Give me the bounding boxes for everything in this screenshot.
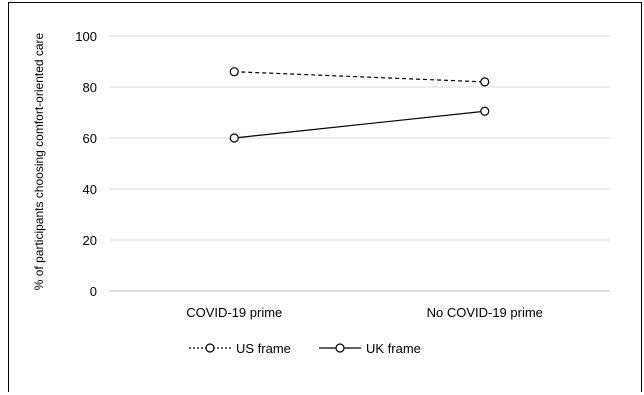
gridlines [109,35,610,292]
legend-label-0: US frame [236,341,291,356]
data-point-1-0 [229,133,239,143]
legend-marker-0 [205,343,215,353]
series-line-1 [234,110,485,139]
x-tick-label-0: COVID-19 prime [186,305,282,320]
x-tick-label-1: No COVID-19 prime [427,305,543,320]
y-axis-title: % of participants choosing comfort-orien… [32,32,46,290]
legend-marker-1 [335,343,345,353]
chart-frame: 0 20 40 60 80 100 COVID-19 prime No COVID-19 p… [8,2,642,392]
y-tick-label-60: 60 [83,131,97,146]
series-lines [229,67,490,143]
legend: US frame UK frame [189,341,421,356]
data-point-0-0 [229,67,239,77]
data-point-0-1 [480,77,490,87]
y-tick-label-40: 40 [83,182,97,197]
series-line-0 [234,71,485,83]
y-tick-label-0: 0 [90,284,97,299]
y-tick-label-100: 100 [75,29,97,44]
x-axis: COVID-19 prime No COVID-19 prime [186,305,543,320]
data-point-1-1 [480,106,490,116]
line-chart: 0 20 40 60 80 100 COVID-19 prime No COVID-19 p… [32,29,610,356]
y-axis: 0 20 40 60 80 100 [75,29,97,299]
y-tick-label-80: 80 [83,80,97,95]
legend-label-1: UK frame [366,341,421,356]
y-tick-label-20: 20 [83,233,97,248]
